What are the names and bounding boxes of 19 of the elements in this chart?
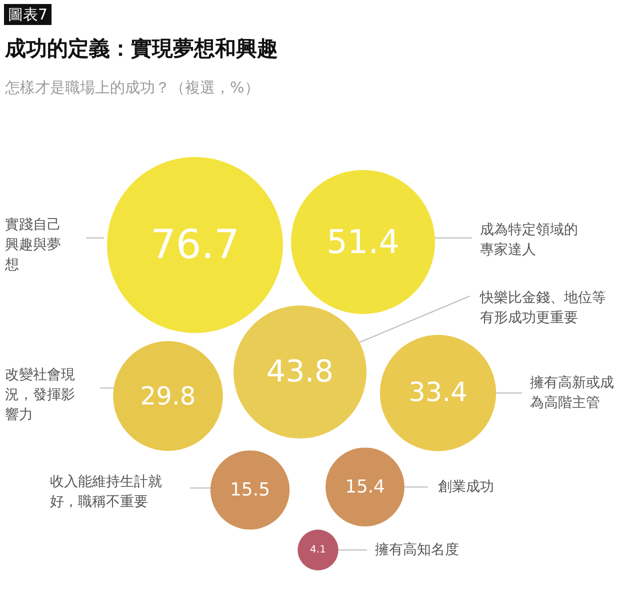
data-label: 33.4 [408, 378, 468, 408]
data-label: 15.4 [345, 476, 385, 498]
category-label: 擁有高知名度 [375, 542, 459, 558]
text: 圖表7 [8, 6, 48, 24]
data-label: 51.4 [326, 223, 400, 261]
data-label: 4.1 [310, 544, 326, 556]
category-label: 實踐自己興趣與夢想 [4, 217, 61, 273]
text: 怎樣才是職場上的成功？（複選，%） [4, 78, 260, 96]
data-label: 15.5 [230, 480, 270, 500]
text: 成功的定義：實現夢想和興趣 [4, 36, 278, 60]
data-label: 76.7 [150, 222, 240, 268]
category-label: 創業成功 [438, 479, 494, 495]
data-label: 29.8 [140, 382, 196, 410]
category-label: 收入能維持生計就好，職稱不重要 [50, 474, 162, 510]
data-label: 43.8 [266, 354, 334, 390]
category-label: 改變社會現況，發揮影響力 [5, 367, 75, 423]
category-label: 擁有高新或成為高階主管 [530, 375, 614, 411]
category-label: 快樂比金錢、地位等有形成功更重要 [479, 290, 606, 326]
category-label: 成為特定領域的專家達人 [480, 222, 578, 258]
